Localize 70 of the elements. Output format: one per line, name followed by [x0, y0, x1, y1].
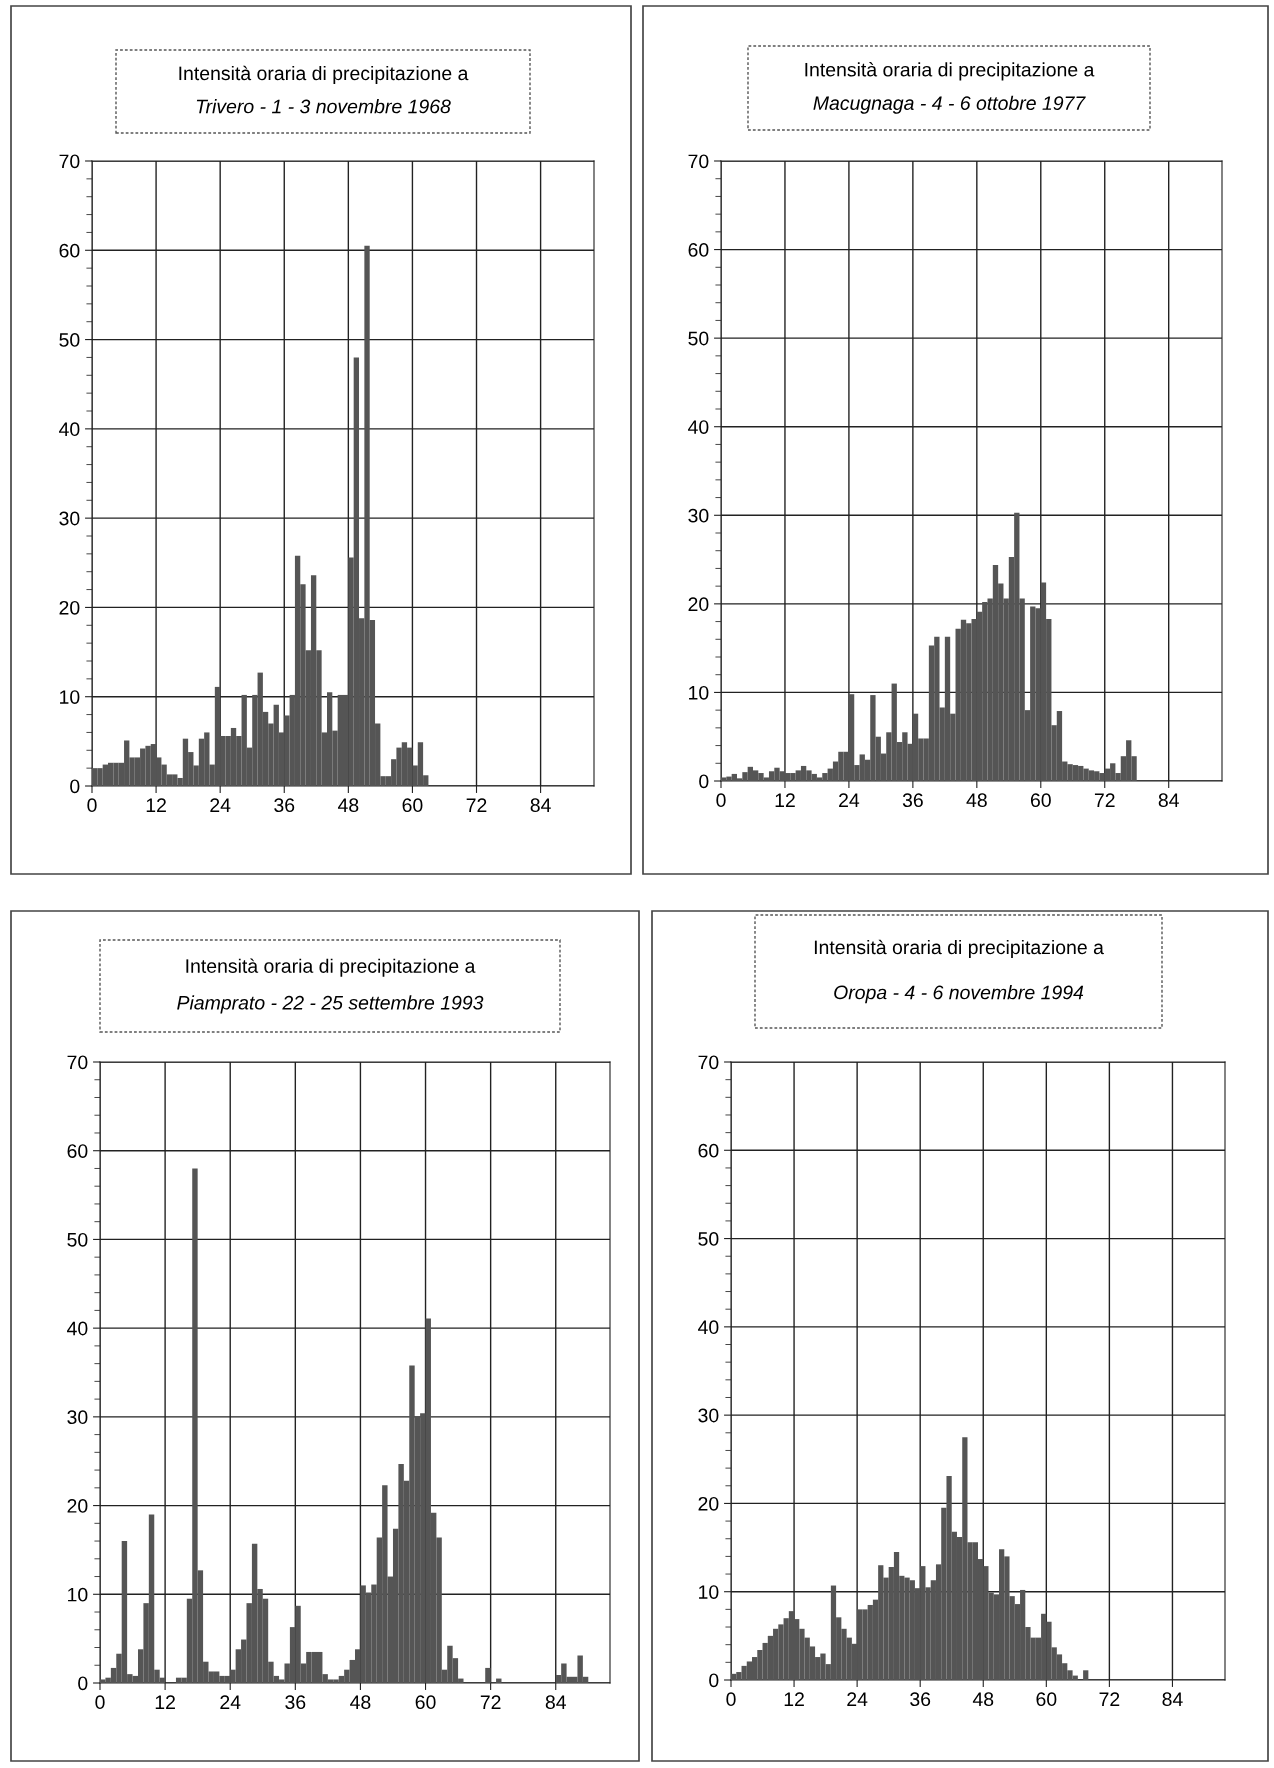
y-tick-label: 20: [59, 600, 80, 615]
x-tick-label: 72: [480, 1695, 501, 1709]
x-tick-label: 36: [285, 1695, 306, 1710]
y-tick-label: 60: [698, 1143, 719, 1158]
x-tick-label: 48: [337, 798, 359, 813]
y-tick-label: 70: [67, 1055, 88, 1070]
x-tick-label: 84: [545, 1695, 566, 1710]
y-tick-label: 10: [68, 1587, 88, 1602]
x-tick-label: 72: [466, 798, 487, 812]
y-tick-label: 60: [688, 243, 709, 257]
y-tick-label: 0: [709, 1673, 719, 1688]
y-tick-label: 70: [698, 1055, 719, 1070]
chart-title: Intensità oraria di precipitazione a: [179, 65, 469, 85]
y-tick-label: 10: [60, 690, 80, 704]
x-tick-label: 48: [350, 1695, 371, 1710]
chart-title: Intensità oraria di precipitazione a: [186, 958, 476, 977]
y-tick-label: 20: [67, 1499, 88, 1513]
y-tick-label: 50: [698, 1232, 719, 1246]
y-tick-label: 70: [59, 154, 80, 169]
x-tick-label: 60: [1036, 1692, 1057, 1707]
x-tick-label: 36: [902, 793, 923, 808]
x-tick-label: 24: [210, 798, 231, 812]
x-tick-label: 12: [784, 1692, 804, 1706]
x-tick-label: 60: [402, 798, 423, 813]
x-tick-label: 12: [146, 798, 166, 812]
chart-title: Intensità oraria di precipitazione a: [805, 62, 1095, 81]
y-tick-label: 20: [688, 597, 709, 612]
x-tick-label: 36: [910, 1692, 931, 1707]
x-tick-label: 24: [847, 1692, 868, 1706]
y-tick-label: 0: [699, 774, 709, 789]
chart-subtitle: Oropa - 4 - 6 novembre 1994: [834, 985, 1084, 1004]
y-tick-label: 60: [59, 243, 80, 258]
y-tick-label: 50: [67, 1232, 88, 1247]
x-tick-label: 12: [775, 793, 795, 807]
x-tick-label: 24: [839, 793, 860, 807]
x-tick-label: 48: [966, 793, 987, 808]
x-tick-label: 84: [1162, 1692, 1183, 1707]
y-tick-label: 30: [67, 1410, 88, 1425]
y-tick-label: 20: [698, 1496, 719, 1511]
chart-subtitle: Trivero - 1 - 3 novembre 1968: [196, 99, 451, 114]
chart-title: Intensità oraria di precipitazione a: [814, 939, 1104, 959]
y-tick-label: 40: [698, 1320, 719, 1335]
y-tick-label: 30: [688, 508, 709, 523]
y-tick-label: 60: [67, 1144, 88, 1158]
y-tick-label: 50: [59, 333, 80, 347]
y-tick-label: 50: [688, 331, 709, 346]
x-tick-label: 12: [155, 1695, 175, 1709]
y-tick-label: 40: [59, 422, 80, 437]
x-tick-label: 60: [1030, 793, 1051, 808]
x-tick-label: 36: [274, 798, 295, 813]
y-tick-label: 70: [688, 154, 709, 169]
x-tick-label: 84: [530, 798, 551, 813]
y-tick-label: 40: [688, 420, 709, 434]
y-tick-label: 40: [67, 1321, 88, 1336]
y-tick-label: 10: [689, 685, 709, 700]
y-tick-label: 0: [78, 1676, 88, 1691]
x-tick-label: 48: [972, 1692, 994, 1707]
x-tick-label: 24: [220, 1695, 241, 1709]
y-tick-label: 0: [70, 779, 80, 794]
x-tick-label: 84: [1158, 793, 1179, 808]
y-tick-label: 30: [59, 511, 80, 526]
y-tick-label: 10: [699, 1585, 719, 1599]
chart-subtitle: Piamprato - 22 - 25 settembre 1993: [177, 995, 484, 1014]
x-tick-label: 0: [95, 1695, 105, 1710]
x-tick-label: 0: [726, 1692, 736, 1707]
y-tick-label: 30: [698, 1408, 719, 1423]
x-tick-label: 72: [1099, 1692, 1120, 1706]
x-tick-label: 72: [1094, 793, 1115, 807]
x-tick-label: 60: [415, 1695, 436, 1710]
chart-subtitle: Macugnaga - 4 - 6 ottobre 1977: [813, 95, 1086, 114]
